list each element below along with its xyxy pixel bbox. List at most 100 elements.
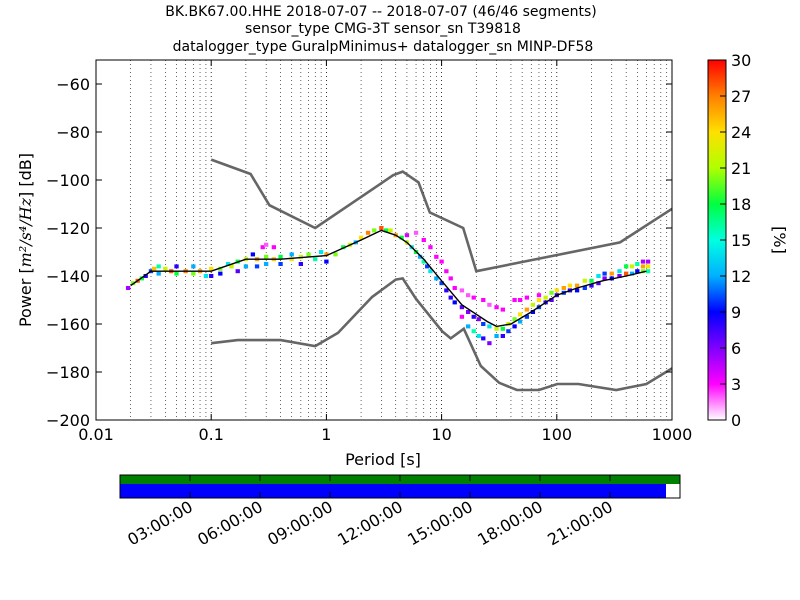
probability-cell — [444, 269, 449, 274]
probability-cell — [536, 298, 542, 302]
y-tick-label: −140 — [46, 267, 90, 286]
probability-cell — [191, 264, 196, 269]
probability-cell — [313, 257, 318, 262]
x-axis-ticks: 0.01 0.1 1 10 100 1000 — [78, 60, 692, 444]
probability-cell — [602, 276, 607, 281]
colorbar-tick-label: 21 — [731, 159, 751, 178]
mode-curve-line — [130, 229, 647, 328]
y-axis-label: Power [m²/s⁴/Hz] [dB] — [16, 153, 35, 327]
probability-cell — [421, 238, 426, 242]
probability-cell — [341, 245, 346, 250]
probability-cell — [561, 286, 566, 290]
probability-cell — [645, 259, 651, 264]
probability-cell — [596, 281, 601, 286]
probability-cell — [156, 271, 161, 276]
probability-cell — [465, 324, 471, 329]
probability-cell — [379, 226, 384, 230]
probability-cell — [218, 271, 223, 276]
probability-cell — [174, 264, 179, 269]
probability-cell — [439, 259, 444, 264]
probability-cell — [500, 334, 505, 338]
probability-cell — [278, 262, 283, 266]
probability-cell — [487, 302, 492, 307]
probability-cell — [476, 317, 481, 322]
probability-cell — [209, 274, 214, 278]
probability-cell — [306, 252, 311, 257]
probability-cell — [524, 307, 530, 312]
probability-cell — [459, 288, 465, 293]
probability-cell — [434, 276, 439, 281]
probability-cell — [324, 252, 329, 257]
probability-cell — [444, 288, 449, 293]
probability-cell — [574, 283, 580, 288]
probability-cell — [324, 259, 329, 264]
probability-cell — [264, 242, 269, 247]
probability-cell — [250, 252, 256, 257]
probability-cell — [506, 329, 511, 334]
colorbar-tick-label: 12 — [731, 267, 751, 286]
plot-frame — [95, 59, 673, 421]
data-coverage-panel: 03:00:0006:00:0009:00:0012:00:0015:00:00… — [119, 474, 681, 549]
probability-cell — [156, 264, 161, 269]
probability-cell — [530, 310, 536, 314]
probability-cell — [298, 262, 303, 266]
probability-cell — [428, 269, 433, 274]
probability-cell — [428, 245, 433, 250]
probability-cell — [512, 324, 517, 329]
colorbar-tick-label: 9 — [731, 303, 741, 322]
title-line-3: datalogger_type GuralpMinimus+ datalogge… — [173, 39, 594, 55]
coverage-time-label: 15:00:00 — [404, 497, 476, 549]
probability-cell — [635, 262, 640, 266]
probability-cell — [609, 271, 614, 276]
probability-cell — [494, 305, 499, 310]
probability-cell — [448, 276, 453, 281]
probability-cell — [229, 264, 234, 269]
probability-cell — [388, 228, 393, 233]
y-tick-label: −200 — [46, 411, 90, 430]
plot-background — [96, 60, 672, 420]
probability-cell — [524, 295, 530, 300]
probability-cell — [549, 290, 554, 295]
probability-cell — [596, 274, 601, 278]
probability-cell — [163, 266, 168, 271]
x-tick-label: 0.01 — [78, 425, 114, 444]
probability-cell — [617, 274, 622, 278]
probability-cell — [448, 295, 453, 300]
colorbar-tick-label: 24 — [731, 123, 751, 142]
probability-cell — [333, 252, 338, 257]
coverage-time-label: 21:00:00 — [544, 497, 616, 549]
probability-cell — [439, 281, 444, 286]
probability-cell — [289, 257, 294, 262]
coverage-time-label: 06:00:00 — [194, 497, 266, 549]
probability-cell — [358, 235, 364, 240]
probability-cell — [459, 314, 465, 319]
probability-cell — [413, 230, 419, 235]
title-line-1: BK.BK67.00.HHE 2018-07-07 -- 2018-07-07 … — [165, 4, 597, 20]
y-tick-label: −80 — [56, 123, 90, 142]
y-tick-label: −60 — [56, 75, 90, 94]
probability-cell — [512, 298, 517, 302]
probability-cell — [481, 298, 486, 302]
probability-cell — [487, 324, 492, 329]
probability-cell — [530, 302, 536, 307]
probability-cell — [512, 317, 517, 322]
probability-cell — [629, 264, 635, 269]
probability-cell — [554, 288, 559, 293]
colorbar-tick-label: 0 — [731, 411, 741, 430]
probability-cell — [289, 252, 294, 257]
title-line-2: sensor_type CMG-3T sensor_sn T39818 — [245, 21, 521, 37]
probability-cell — [494, 334, 499, 338]
colorbar-tick-label: 27 — [731, 87, 751, 106]
probability-cell — [629, 271, 635, 276]
probability-cell — [645, 264, 651, 269]
probability-cell — [298, 254, 303, 259]
probability-cell — [476, 334, 481, 338]
probability-cell — [203, 274, 209, 278]
y-tick-label: −160 — [46, 315, 90, 334]
probability-cell — [254, 264, 260, 269]
probability-cell — [567, 283, 573, 288]
probability-cell — [152, 266, 157, 271]
probability-cell — [471, 295, 476, 300]
probability-cell — [372, 228, 377, 233]
x-tick-label: 0.1 — [198, 425, 223, 444]
